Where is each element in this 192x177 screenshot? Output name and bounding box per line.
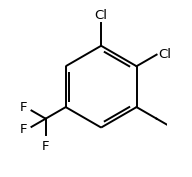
Text: F: F <box>19 123 27 136</box>
Text: Cl: Cl <box>95 9 108 22</box>
Text: F: F <box>19 101 27 114</box>
Text: Cl: Cl <box>159 48 172 61</box>
Text: F: F <box>42 141 49 153</box>
